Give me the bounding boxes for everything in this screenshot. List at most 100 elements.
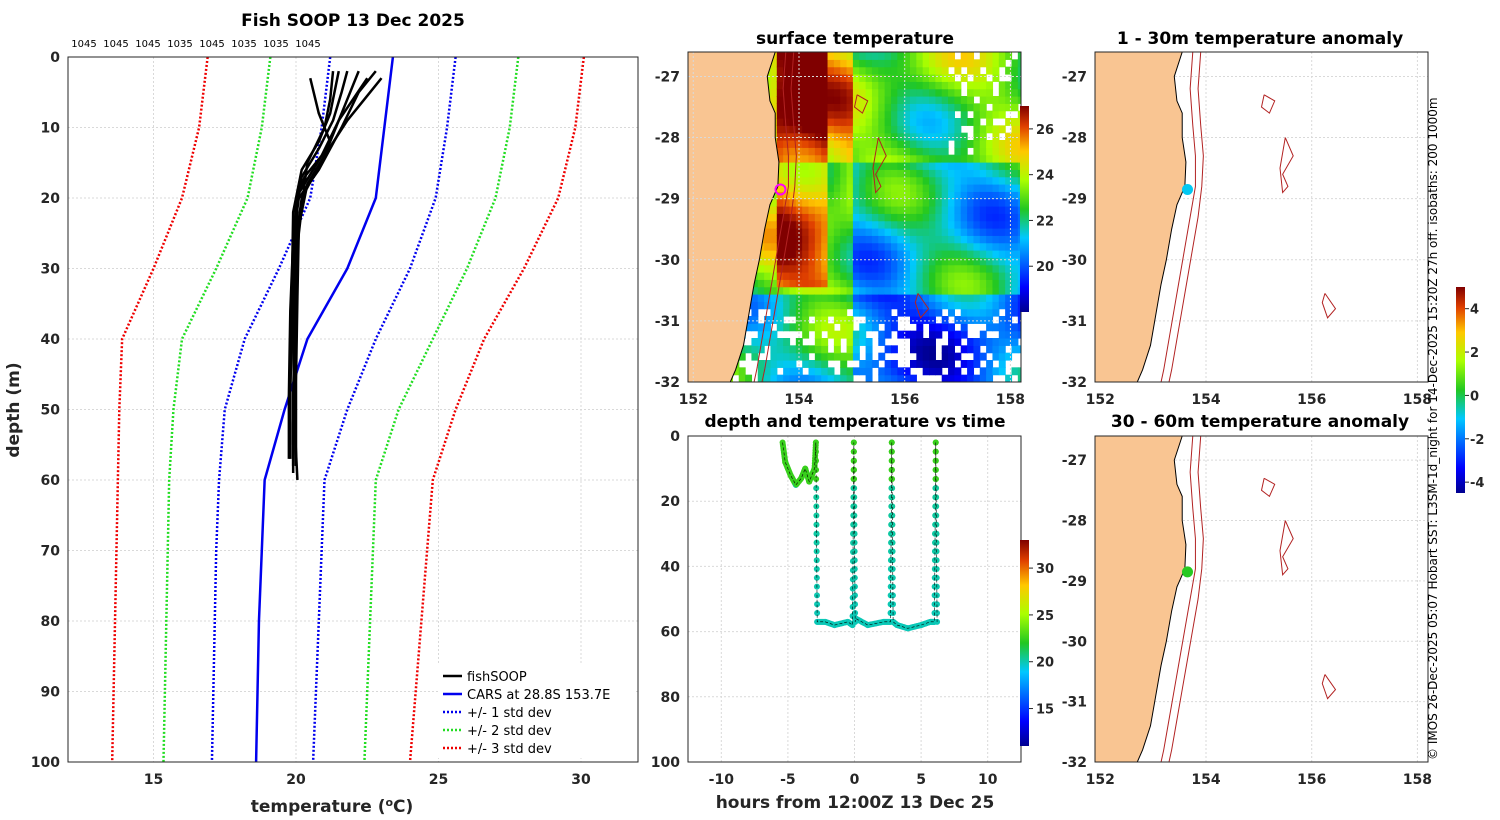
sst-cell — [1005, 81, 1013, 90]
sst-cell — [935, 118, 943, 126]
sst-cell — [1017, 286, 1021, 295]
sst-cell — [992, 257, 1000, 266]
sst-cell — [922, 176, 930, 185]
sst-cell — [884, 103, 892, 112]
sst-cell — [929, 176, 936, 185]
sst-cell — [878, 330, 886, 339]
map-x-tick: 152 — [1086, 772, 1115, 788]
sst-cell — [941, 125, 949, 134]
sst-cell — [808, 213, 816, 222]
sst-cell — [802, 374, 810, 382]
sst-cell — [821, 176, 829, 185]
sst-cell — [833, 125, 841, 134]
sst-cell — [783, 338, 791, 346]
sst-cell — [846, 294, 854, 302]
sst-cell — [833, 169, 841, 178]
sst-cell — [935, 88, 943, 97]
sst-cell — [821, 191, 829, 200]
sst-cell — [871, 81, 879, 90]
sst-cell — [948, 88, 955, 97]
sst-cell — [789, 360, 797, 368]
profile-top-label: 1045 — [103, 39, 128, 50]
sst-cell — [789, 367, 797, 376]
sst-cell — [871, 206, 879, 214]
sst-cell — [922, 360, 930, 368]
colorbar-tick-label: 0 — [1470, 389, 1479, 404]
sst-cell — [903, 367, 911, 376]
sst-cell — [802, 147, 810, 156]
sst-cell — [871, 198, 879, 207]
sst-cell — [878, 176, 886, 185]
sst-cell — [757, 257, 765, 266]
sst-cell — [833, 301, 841, 310]
sst-cell — [827, 81, 835, 90]
sst-cell — [776, 125, 784, 134]
sst-cell — [986, 52, 994, 60]
sst-cell — [871, 169, 879, 178]
sst-cell — [941, 316, 949, 324]
sst-cell — [992, 220, 1000, 229]
sst-cell — [884, 198, 892, 207]
sst-cell — [973, 140, 981, 148]
sst-cell — [878, 235, 886, 244]
sst-cell — [1017, 316, 1021, 324]
sst-cell — [916, 140, 924, 148]
sst-cell — [1011, 59, 1019, 68]
sst-cell — [935, 323, 943, 332]
sst-cell — [1011, 176, 1019, 185]
sst-cell — [859, 286, 867, 295]
sst-cell — [840, 323, 848, 332]
sst-cell — [979, 250, 987, 258]
sst-cell — [859, 338, 867, 346]
sst-cell — [840, 294, 848, 302]
sst-cell — [789, 184, 797, 192]
sst-cell — [821, 308, 829, 317]
sst-cell — [852, 110, 860, 119]
sst-cell — [967, 286, 975, 295]
sst-cell — [910, 206, 917, 214]
sst-cell — [1005, 132, 1013, 141]
profile-x-tick: 20 — [286, 772, 306, 788]
sst-cell — [960, 154, 968, 163]
sst-cell — [986, 242, 994, 251]
sst-cell — [808, 228, 816, 236]
sst-cell — [922, 213, 930, 222]
sst-cell — [871, 228, 879, 236]
sst-cell — [998, 213, 1006, 222]
sst-cell — [960, 286, 968, 295]
profile-y-tick: 90 — [41, 685, 61, 701]
sst-cell — [954, 88, 962, 97]
sst-cell — [827, 374, 835, 382]
sst-cell — [865, 286, 873, 295]
track-point — [814, 610, 821, 617]
sst-cell — [852, 235, 860, 244]
isobath-200m — [1160, 52, 1196, 382]
sst-cell — [1017, 279, 1021, 288]
sst-cell — [986, 206, 994, 214]
sst-cell — [903, 242, 911, 251]
sst-cell — [910, 257, 917, 266]
sst-cell — [814, 272, 822, 280]
sst-cell — [789, 374, 797, 382]
sst-cell — [865, 162, 873, 170]
sst-cell — [986, 374, 994, 382]
sst-cell — [929, 88, 936, 97]
sst-cell — [884, 96, 892, 104]
sst-cell — [935, 264, 943, 273]
sst-cell — [897, 228, 905, 236]
sst-cell — [1011, 228, 1019, 236]
sst-cell — [986, 301, 994, 310]
sst-cell — [852, 286, 860, 295]
sst-cell — [802, 220, 810, 229]
sst-map: 152 154 156 158-27-28-29-30-31-32 surface t… — [655, 29, 1054, 408]
sst-cell — [802, 169, 810, 178]
sst-cell — [865, 140, 873, 148]
sst-cell — [757, 360, 765, 368]
sst-cell — [802, 242, 810, 251]
sst-cell — [916, 242, 924, 251]
sst-cell — [846, 235, 854, 244]
sst-cell — [776, 103, 784, 112]
sst-cell — [846, 213, 854, 222]
sst-cell — [859, 228, 867, 236]
sst-cell — [1017, 147, 1021, 156]
